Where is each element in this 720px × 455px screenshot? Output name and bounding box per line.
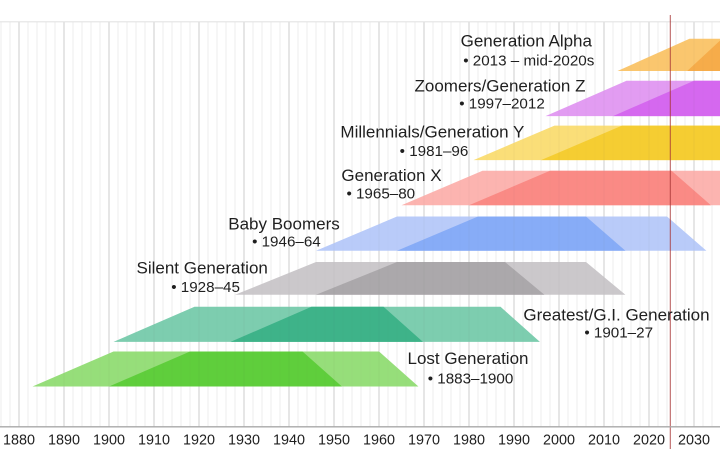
svg-text:Greatest/G.I. Generation: Greatest/G.I. Generation: [523, 306, 709, 325]
svg-text:Zoomers/Generation Z: Zoomers/Generation Z: [414, 76, 585, 95]
svg-text:2000: 2000: [543, 432, 575, 448]
svg-text:1920: 1920: [183, 432, 215, 448]
svg-text:Lost Generation: Lost Generation: [408, 349, 529, 368]
svg-text:1970: 1970: [408, 432, 440, 448]
svg-text:2030: 2030: [678, 432, 710, 448]
svg-text:Baby Boomers: Baby Boomers: [228, 215, 340, 234]
svg-text:2020: 2020: [633, 432, 665, 448]
svg-text:1930: 1930: [228, 432, 260, 448]
svg-text:1980: 1980: [453, 432, 485, 448]
svg-text:• 1928–45: • 1928–45: [171, 279, 240, 296]
svg-text:1940: 1940: [273, 432, 305, 448]
svg-text:• 2013 – mid-2020s: • 2013 – mid-2020s: [463, 53, 595, 70]
svg-text:1900: 1900: [93, 432, 125, 448]
svg-text:• 1997–2012: • 1997–2012: [459, 96, 545, 113]
svg-text:Silent Generation: Silent Generation: [137, 258, 268, 277]
svg-text:• 1883–1900: • 1883–1900: [428, 370, 514, 387]
svg-text:Generation Alpha: Generation Alpha: [461, 32, 593, 51]
svg-text:Generation X: Generation X: [341, 166, 441, 185]
svg-text:• 1901–27: • 1901–27: [584, 324, 653, 341]
svg-text:1890: 1890: [48, 432, 80, 448]
svg-text:1960: 1960: [363, 432, 395, 448]
svg-text:2010: 2010: [588, 432, 620, 448]
svg-text:1910: 1910: [138, 432, 170, 448]
svg-text:1950: 1950: [318, 432, 350, 448]
svg-text:• 1946–64: • 1946–64: [252, 234, 321, 251]
svg-text:Millennials/Generation Y: Millennials/Generation Y: [340, 123, 524, 142]
svg-text:1990: 1990: [498, 432, 530, 448]
svg-text:• 1965–80: • 1965–80: [346, 185, 415, 202]
svg-text:1880: 1880: [3, 432, 35, 448]
svg-text:• 1981–96: • 1981–96: [400, 143, 469, 160]
